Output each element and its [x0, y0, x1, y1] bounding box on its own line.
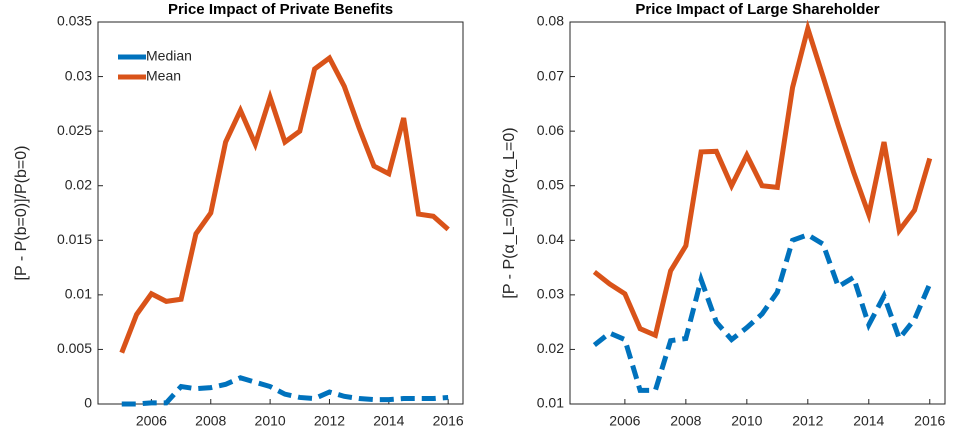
- legend-label: Median: [146, 48, 192, 64]
- x-tick-label: 2010: [731, 413, 762, 429]
- x-tick-label: 2016: [433, 413, 464, 429]
- x-tick-label: 2008: [670, 413, 701, 429]
- y-tick-label: 0.04: [537, 231, 564, 247]
- series-line: [119, 54, 450, 354]
- x-tick-label: 2014: [853, 413, 884, 429]
- y-tick-label: 0.03: [537, 286, 564, 302]
- x-tick-label: 2014: [373, 413, 404, 429]
- series-line: [592, 232, 933, 393]
- plot-area: [97, 21, 464, 405]
- y-tick-label: 0.02: [537, 340, 564, 356]
- y-tick-label: 0.015: [57, 231, 92, 247]
- chart-title: Price Impact of Private Benefits: [168, 1, 393, 18]
- x-tick-label: 2012: [792, 413, 823, 429]
- x-tick-label: 2006: [609, 413, 640, 429]
- x-tick-label: 2006: [136, 413, 167, 429]
- legend-label: Mean: [146, 68, 181, 84]
- x-tick-label: 2016: [914, 413, 945, 429]
- x-tick-label: 2008: [195, 413, 226, 429]
- chart-title: Price Impact of Large Shareholder: [635, 1, 879, 18]
- y-tick-label: 0.005: [57, 340, 92, 356]
- y-axis-label: [P - P(α_L=0)]/P(α_L=0): [501, 127, 518, 298]
- y-tick-label: 0.01: [65, 286, 92, 302]
- y-tick-label: 0.03: [65, 67, 92, 83]
- y-tick-label: 0.035: [57, 13, 92, 29]
- plot-area: [569, 21, 946, 405]
- y-tick-label: 0.08: [537, 13, 564, 29]
- series-line: [121, 375, 449, 407]
- y-tick-label: 0.05: [537, 176, 564, 192]
- x-tick-label: 2010: [255, 413, 286, 429]
- y-tick-label: 0.025: [57, 122, 92, 138]
- y-axis-label: [P - P(b=0)]/P(b=0): [13, 146, 30, 281]
- y-tick-label: 0.02: [65, 176, 92, 192]
- y-tick-label: 0: [84, 395, 92, 411]
- series-line: [592, 19, 933, 339]
- x-tick-label: 2012: [314, 413, 345, 429]
- y-tick-label: 0.01: [537, 395, 564, 411]
- y-tick-label: 0.06: [537, 122, 564, 138]
- y-tick-label: 0.07: [537, 67, 564, 83]
